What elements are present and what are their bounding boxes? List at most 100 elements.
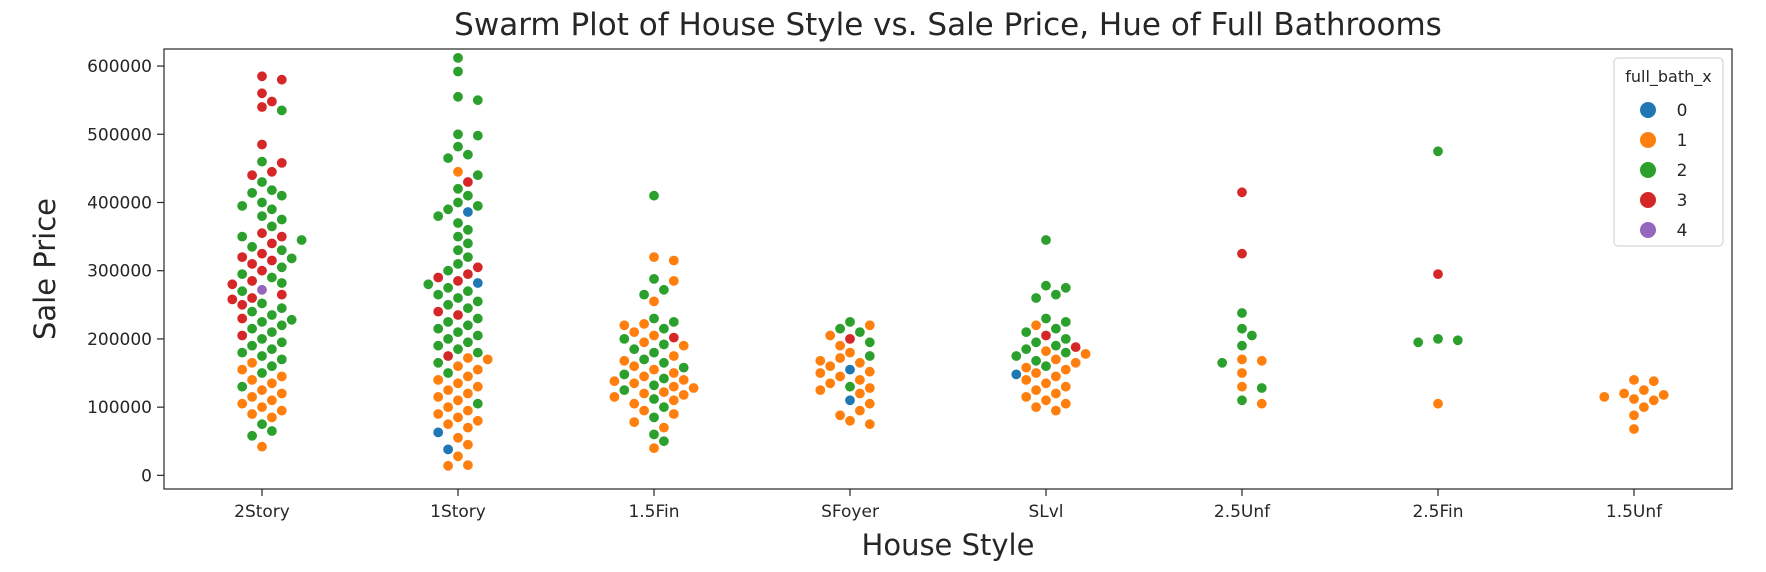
swarm-point	[236, 312, 248, 324]
chart-title: Swarm Plot of House Style vs. Sale Price…	[454, 7, 1442, 43]
swarm-point	[824, 360, 836, 372]
swarm-point	[452, 141, 464, 153]
swarm-point	[658, 323, 670, 335]
swarm-point	[246, 187, 258, 199]
swarm-point	[472, 398, 484, 410]
swarm-point	[452, 52, 464, 64]
swarm-point	[1040, 394, 1052, 406]
swarm-point	[452, 309, 464, 321]
swarm-point	[452, 66, 464, 78]
swarm-point	[668, 255, 680, 267]
swarm-point	[256, 87, 268, 99]
swarm-point	[442, 333, 454, 345]
swarm-point	[462, 319, 474, 331]
swarm-point	[276, 302, 288, 314]
swarm-point	[472, 329, 484, 341]
swarm-point	[256, 265, 268, 277]
swarm-point	[432, 357, 444, 369]
swarm-point	[472, 130, 484, 142]
swarm-point	[256, 441, 268, 453]
swarm-point	[834, 340, 846, 352]
legend-marker	[1640, 222, 1656, 238]
y-axis: 0 100000 200000 300000 400000 500000 600000	[87, 57, 164, 486]
swarm-point	[628, 343, 640, 355]
swarm-point	[276, 405, 288, 417]
swarm-point	[1246, 329, 1258, 341]
swarm-point	[266, 166, 278, 178]
swarm-point	[1040, 360, 1052, 372]
swarm-point	[472, 277, 484, 289]
x-tick-label: 1Story	[430, 502, 486, 522]
swarm-point	[1020, 343, 1032, 355]
swarm-point	[432, 306, 444, 318]
swarm-point	[472, 169, 484, 181]
swarm-point	[276, 370, 288, 382]
swarm-point	[432, 408, 444, 420]
swarm-point	[452, 231, 464, 243]
swarm-point	[442, 265, 454, 277]
swarm-point	[266, 394, 278, 406]
swarm-point	[824, 329, 836, 341]
legend-title: full_bath_x	[1625, 67, 1712, 87]
swarm-point	[442, 152, 454, 164]
swarm-point	[1030, 384, 1042, 396]
swarm-point	[462, 370, 474, 382]
swarm-point	[864, 319, 876, 331]
swarm-point	[276, 319, 288, 331]
swarm-point	[1236, 353, 1248, 365]
swarm-point	[462, 268, 474, 280]
swarm-point	[472, 312, 484, 324]
swarm-point	[256, 248, 268, 260]
swarm-point	[668, 408, 680, 420]
swarm-point	[618, 368, 630, 380]
swarm-point	[276, 387, 288, 399]
y-tick-label: 200000	[87, 330, 152, 350]
swarm-point	[452, 183, 464, 195]
swarm-point	[442, 401, 454, 413]
swarm-point	[472, 381, 484, 393]
swarm-point	[276, 231, 288, 243]
swarm-point	[276, 74, 288, 86]
swarm-point	[864, 418, 876, 430]
swarm-point	[236, 231, 248, 243]
y-tick-label: 0	[141, 466, 152, 486]
swarm-point	[462, 149, 474, 161]
swarm-point	[452, 450, 464, 462]
swarm-point	[648, 347, 660, 359]
swarm-point	[658, 422, 670, 434]
swarm-point	[266, 411, 278, 423]
swarm-point	[226, 278, 238, 290]
swarm-point	[1080, 348, 1092, 360]
swarm-point	[608, 391, 620, 403]
x-tick-label: SLvl	[1028, 502, 1063, 522]
swarm-point	[442, 418, 454, 430]
swarm-point	[462, 302, 474, 314]
swarm-point	[462, 422, 474, 434]
swarm-point	[462, 224, 474, 236]
swarm-point	[1040, 312, 1052, 324]
legend-marker	[1640, 192, 1656, 208]
swarm-point	[648, 312, 660, 324]
swarm-point	[1060, 316, 1072, 328]
swarm-point	[1236, 381, 1248, 393]
swarm-point	[648, 393, 660, 405]
swarm-point	[618, 319, 630, 331]
swarm-point	[452, 258, 464, 270]
swarm-point	[1050, 405, 1062, 417]
x-tick-label: SFoyer	[821, 502, 879, 522]
swarm-point	[648, 273, 660, 285]
swarm-point	[266, 255, 278, 267]
swarm-point	[1236, 323, 1248, 335]
swarm-point	[432, 374, 444, 386]
swarm-point	[1040, 377, 1052, 389]
legend-label: 0	[1677, 101, 1688, 121]
swarm-point	[462, 190, 474, 202]
swarm-point	[266, 309, 278, 321]
swarm-point	[472, 295, 484, 307]
legend-box	[1613, 57, 1724, 247]
swarm-point	[452, 244, 464, 256]
swarm-point	[1060, 398, 1072, 410]
swarm-point	[256, 367, 268, 379]
swarm-point	[462, 439, 474, 451]
